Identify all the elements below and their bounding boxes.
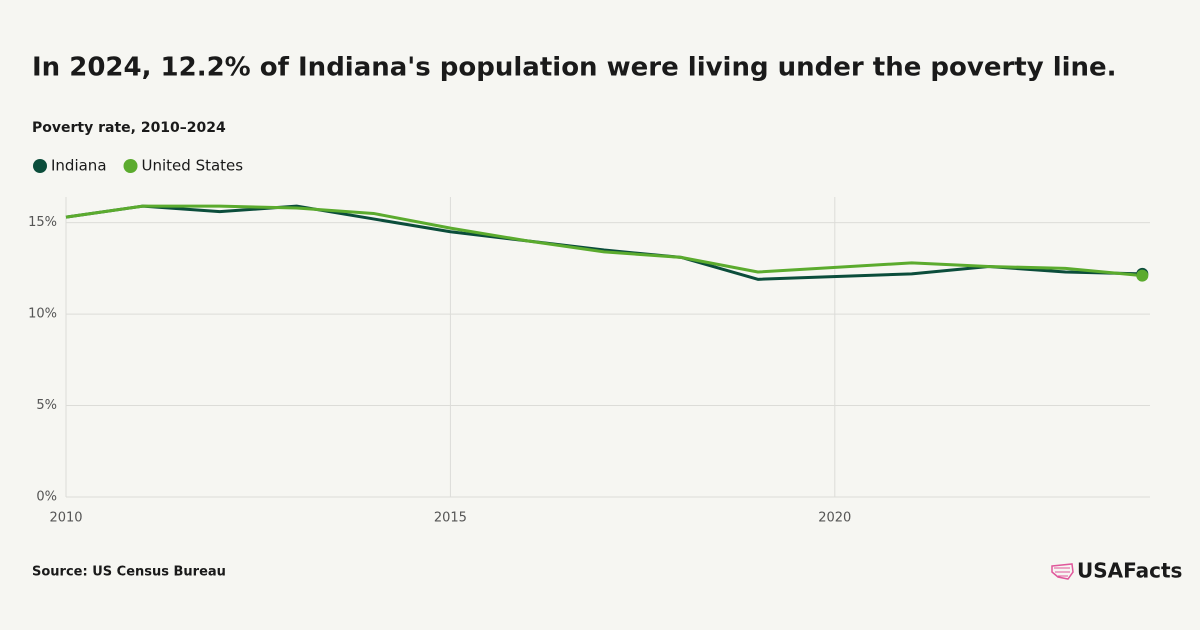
brand-logo: USAFacts (1051, 559, 1182, 583)
logo-stripes (1054, 567, 1070, 577)
y-tick-label: 15% (28, 215, 57, 230)
end-point (1136, 269, 1149, 282)
series-line (65, 204, 1143, 278)
legend-label: Indiana (51, 157, 107, 175)
logo-icon (1051, 563, 1074, 580)
x-tick-label: 2015 (434, 511, 467, 526)
legend-label: United States (142, 157, 244, 175)
chart-title: In 2024, 12.2% of Indiana's population w… (32, 53, 1117, 83)
source: Source: US Census Bureau (32, 565, 226, 580)
brand: USAFacts (1077, 559, 1182, 583)
legend-marker (33, 159, 47, 173)
x-tick-label: 2010 (49, 511, 82, 526)
y-tick-label: 10% (28, 307, 57, 322)
y-tick-label: 5% (36, 398, 57, 413)
x-tick-label: 2020 (818, 511, 851, 526)
chart-subtitle: Poverty rate, 2010–2024 (32, 120, 226, 136)
y-tick-label: 0% (36, 490, 57, 505)
legend-marker (123, 159, 138, 173)
